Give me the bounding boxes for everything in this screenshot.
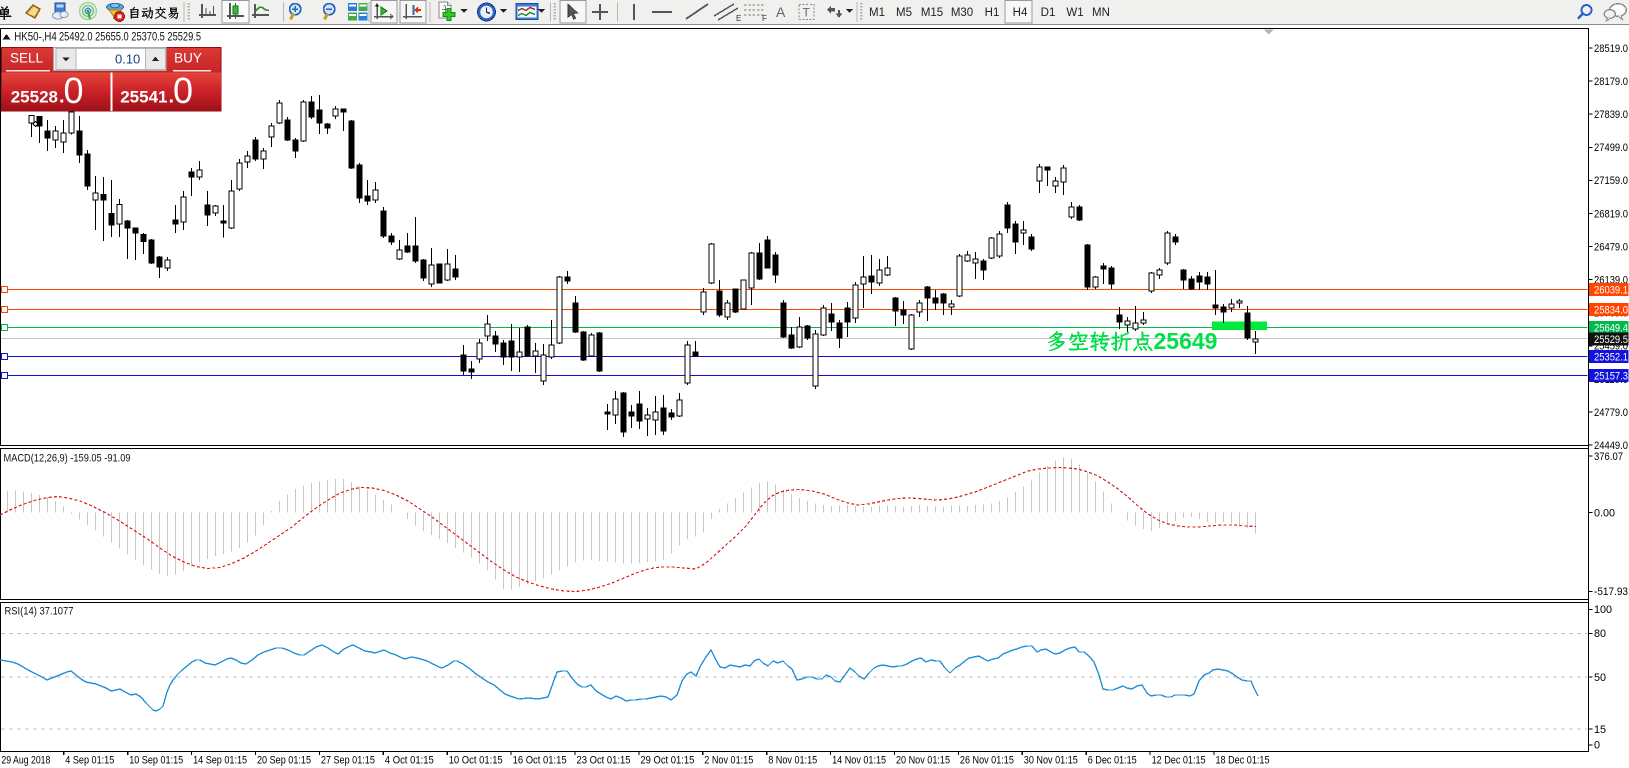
- svg-text:20 Nov 01:15: 20 Nov 01:15: [896, 755, 950, 767]
- svg-text:50: 50: [1594, 672, 1606, 684]
- svg-text:0.10: 0.10: [115, 52, 140, 67]
- svg-text:0.00: 0.00: [1594, 507, 1615, 519]
- svg-text:25529.5: 25529.5: [1594, 334, 1628, 346]
- svg-text:26 Nov 01:15: 26 Nov 01:15: [960, 755, 1014, 767]
- svg-text:14 Sep 01:15: 14 Sep 01:15: [193, 755, 247, 767]
- svg-text:25492.0 25655.0 25370.5 25529.: 25492.0 25655.0 25370.5 25529.5: [59, 32, 201, 44]
- svg-text:M15: M15: [921, 7, 943, 19]
- svg-text:24779.0: 24779.0: [1594, 407, 1628, 419]
- svg-text:HK50-,H4: HK50-,H4: [14, 32, 57, 44]
- svg-text:26039.1: 26039.1: [1594, 284, 1628, 296]
- svg-text:4 Oct 01:15: 4 Oct 01:15: [385, 755, 434, 767]
- svg-text:16 Oct 01:15: 16 Oct 01:15: [513, 755, 567, 767]
- svg-text:23 Oct 01:15: 23 Oct 01:15: [577, 755, 631, 767]
- svg-text:15: 15: [1594, 724, 1606, 736]
- svg-text:27499.0: 27499.0: [1594, 142, 1628, 154]
- svg-text:F: F: [762, 14, 767, 23]
- svg-text:14 Nov 01:15: 14 Nov 01:15: [832, 755, 886, 767]
- svg-text:M5: M5: [896, 7, 912, 19]
- svg-text:4 Sep 01:15: 4 Sep 01:15: [65, 755, 114, 767]
- svg-text:BUY: BUY: [174, 51, 202, 66]
- svg-text:MN: MN: [1092, 7, 1110, 19]
- svg-text:2 Nov 01:15: 2 Nov 01:15: [704, 755, 753, 767]
- svg-text:29 Aug 2018: 29 Aug 2018: [1, 755, 50, 767]
- svg-text:80: 80: [1594, 628, 1606, 640]
- svg-text:29 Oct 01:15: 29 Oct 01:15: [640, 755, 694, 767]
- svg-text:25834.0: 25834.0: [1594, 304, 1628, 316]
- svg-text:8 Nov 01:15: 8 Nov 01:15: [768, 755, 817, 767]
- svg-text:376.07: 376.07: [1594, 451, 1623, 463]
- svg-text:H1: H1: [985, 7, 1000, 19]
- svg-text:D1: D1: [1041, 7, 1056, 19]
- svg-text:.: .: [169, 86, 175, 108]
- svg-text:W1: W1: [1066, 7, 1083, 19]
- svg-text:-517.93: -517.93: [1594, 586, 1628, 598]
- svg-text:E: E: [736, 14, 741, 23]
- svg-text:10 Oct 01:15: 10 Oct 01:15: [449, 755, 503, 767]
- svg-text:100: 100: [1594, 604, 1612, 616]
- svg-text:25528: 25528: [11, 88, 58, 107]
- svg-text:6 Dec 01:15: 6 Dec 01:15: [1088, 755, 1137, 767]
- svg-text:25541: 25541: [120, 88, 167, 107]
- svg-text:10 Sep 01:15: 10 Sep 01:15: [129, 755, 183, 767]
- svg-text:25649.4: 25649.4: [1594, 322, 1628, 334]
- svg-text:27839.0: 27839.0: [1594, 109, 1628, 121]
- svg-text:0: 0: [1594, 740, 1600, 752]
- svg-text:0: 0: [64, 70, 84, 111]
- svg-text:26819.0: 26819.0: [1594, 208, 1628, 220]
- svg-text:12 Dec 01:15: 12 Dec 01:15: [1152, 755, 1206, 767]
- svg-text:.: .: [59, 86, 65, 108]
- svg-text:0: 0: [173, 70, 193, 111]
- svg-text:25157.3: 25157.3: [1594, 370, 1628, 382]
- svg-text:27159.0: 27159.0: [1594, 175, 1628, 187]
- svg-text:M30: M30: [951, 7, 973, 19]
- svg-text:25352.1: 25352.1: [1594, 351, 1628, 363]
- svg-text:28179.0: 28179.0: [1594, 76, 1628, 88]
- svg-text:MACD(12,26,9) -159.05 -91.09: MACD(12,26,9) -159.05 -91.09: [4, 453, 131, 465]
- svg-text:A: A: [776, 4, 786, 20]
- svg-text:SELL: SELL: [10, 51, 44, 66]
- svg-text:20 Sep 01:15: 20 Sep 01:15: [257, 755, 311, 767]
- svg-text:26479.0: 26479.0: [1594, 241, 1628, 253]
- svg-text:28519.0: 28519.0: [1594, 43, 1628, 55]
- svg-text:M1: M1: [869, 7, 885, 19]
- svg-text:25649: 25649: [1154, 328, 1218, 354]
- svg-text:24449.0: 24449.0: [1594, 440, 1628, 452]
- svg-text:30 Nov 01:15: 30 Nov 01:15: [1024, 755, 1078, 767]
- svg-text:18 Dec 01:15: 18 Dec 01:15: [1216, 755, 1270, 767]
- svg-text:27 Sep 01:15: 27 Sep 01:15: [321, 755, 375, 767]
- svg-text:RSI(14) 37.1077: RSI(14) 37.1077: [5, 606, 74, 618]
- svg-text:H4: H4: [1013, 7, 1028, 19]
- svg-text:T: T: [803, 6, 811, 20]
